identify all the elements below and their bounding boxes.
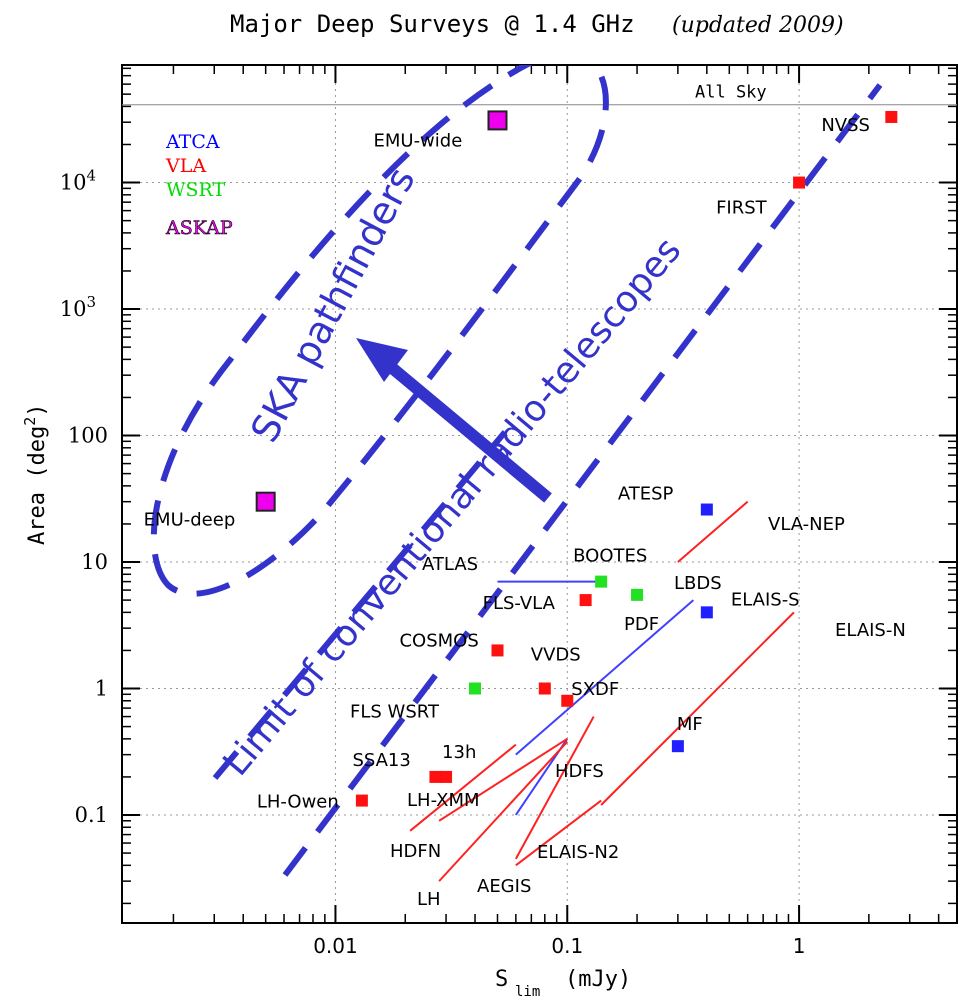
point-ssa13 — [429, 770, 442, 783]
point-pdf — [631, 588, 644, 601]
trend-line-hdfn — [409, 743, 517, 832]
y-tick-label: 1 — [95, 677, 108, 701]
x-axis-label-sub: lim — [515, 984, 540, 998]
point-fls-vla — [579, 594, 592, 607]
progress-arrow — [356, 338, 552, 503]
tick-labels: 0.01 0.1 1 0.1 1 10 100 103 104 — [60, 167, 806, 958]
line-label-atlas: ATLAS — [422, 554, 478, 575]
y-tick-label: 10 — [81, 550, 108, 574]
trend-line-lh — [438, 740, 569, 882]
trend-line-aegis — [514, 716, 595, 860]
svg-text:Area (deg2): Area (deg2) — [21, 404, 50, 546]
line-label-lh-xmm: LH-XMM — [407, 790, 480, 811]
y-tick-label: 100 — [68, 424, 108, 448]
point-label-ssa13: SSA13 — [352, 750, 410, 771]
all-sky-line: All Sky — [122, 83, 957, 106]
y-tick-label: 104 — [60, 167, 96, 195]
point-atesp — [700, 503, 713, 516]
point-elais-s — [700, 606, 713, 619]
chart-title-note: (updated 2009) — [672, 13, 844, 38]
point-label-elais-s: ELAIS-S — [731, 589, 800, 610]
dashed-guides — [150, 65, 883, 877]
point-label-fls-wsrt: FLS WSRT — [350, 702, 440, 723]
point-mf — [671, 740, 684, 753]
pathfinders-ellipse — [150, 65, 609, 597]
data-points — [255, 110, 898, 807]
point-label-emu-deep: EMU-deep — [144, 510, 236, 531]
point-label-nvss: NVSS — [821, 115, 870, 136]
line-label-vla-nep: VLA-NEP — [768, 514, 845, 535]
y-axis-label-close: ) — [25, 404, 50, 417]
line-label-hdfn: HDFN — [390, 841, 441, 862]
trend-lines — [409, 500, 795, 882]
point-label-fls-vla: FLS-VLA — [483, 593, 556, 614]
point-label-13h: 13h — [442, 742, 476, 763]
point-lh-owen — [355, 794, 368, 807]
trend-line-elais-n2 — [515, 799, 602, 867]
legend-item-vla: VLA — [165, 155, 206, 177]
point-label-first: FIRST — [716, 198, 768, 219]
point-bootes — [595, 575, 608, 588]
point-label-mf: MF — [677, 714, 703, 735]
trend-line-elais-n — [600, 611, 795, 806]
x-tick-label: 1 — [793, 934, 806, 958]
point-vvds — [538, 682, 551, 695]
arrow-head — [356, 338, 408, 382]
trend-line-vla-nep — [677, 500, 749, 563]
y-tick-label: 0.1 — [75, 803, 108, 827]
grid-lines — [122, 65, 957, 923]
point-nvss — [885, 110, 898, 123]
point-13h — [440, 770, 453, 783]
point-label-vvds: VVDS — [531, 645, 581, 666]
trend-line-lbds — [515, 599, 695, 756]
y-axis-label-sup: 2 — [21, 417, 39, 426]
line-label-elais-n2: ELAIS-N2 — [537, 842, 619, 863]
point-emu-wide — [487, 110, 508, 131]
y-axis-label-main: Area (deg — [25, 426, 50, 545]
point-label-lh-owen: LH-Owen — [257, 792, 339, 813]
plot-frame — [121, 64, 958, 924]
trend-line-lh-xmm — [438, 738, 568, 822]
line-label-lbds: LBDS — [674, 573, 722, 594]
conventional-limit-right — [282, 83, 883, 877]
minor-ticks — [122, 65, 957, 923]
point-label-atesp: ATESP — [618, 484, 674, 505]
point-label-emu-wide: EMU-wide — [373, 130, 462, 151]
point-label-sxdf: SXDF — [571, 679, 619, 700]
point-fls-wsrt — [469, 682, 482, 695]
legend-item-wsrt: WSRT — [166, 179, 226, 201]
point-emu-deep — [255, 491, 276, 512]
x-axis-label: S lim (mJy) — [495, 967, 631, 998]
legend-item-askap: ASKAP — [165, 217, 233, 239]
conventional-limit-left — [212, 430, 508, 780]
point-cosmos — [491, 644, 504, 657]
legend-item-atca: ATCA — [165, 131, 220, 153]
conventional-limit-label: Limit of conventional radio-telescopes — [215, 230, 689, 784]
line-label-elais-n: ELAIS-N — [835, 620, 906, 641]
chart-title: Major Deep Surveys @ 1.4 GHz — [230, 10, 635, 38]
point-label-cosmos: COSMOS — [399, 630, 478, 651]
pathfinders-label: SKA pathfinders — [242, 160, 423, 449]
line-label-aegis: AEGIS — [477, 876, 531, 897]
all-sky-label: All Sky — [695, 83, 767, 103]
line-label-hdfs: HDFS — [555, 761, 604, 782]
line-label-lh: LH — [417, 889, 441, 910]
x-tick-label: 0.1 — [551, 934, 583, 958]
point-label-pdf: PDF — [624, 614, 659, 635]
x-axis-label-main: S — [495, 967, 508, 992]
y-axis-label: Area (deg2) — [21, 404, 50, 546]
arrow-shaft — [381, 357, 552, 503]
x-tick-label: 0.01 — [313, 934, 358, 958]
point-label-bootes: BOOTES — [573, 546, 647, 567]
point-first — [793, 176, 806, 189]
x-axis-label-unit: (mJy) — [565, 967, 631, 992]
y-tick-label: 103 — [60, 293, 96, 321]
point-sxdf — [561, 694, 574, 707]
